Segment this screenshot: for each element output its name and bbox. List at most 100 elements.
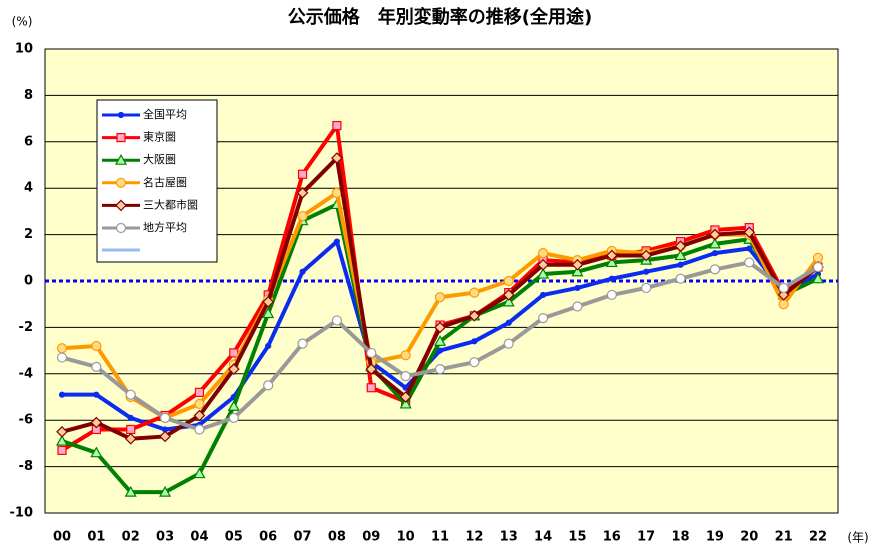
y-unit: (%) (12, 15, 33, 29)
x-tick-label: 09 (362, 530, 380, 545)
x-unit: (年) (847, 531, 868, 545)
x-tick-label: 05 (225, 530, 243, 545)
marker (296, 186, 309, 199)
marker (677, 261, 684, 268)
marker (91, 361, 102, 372)
grid (45, 48, 838, 514)
marker (159, 485, 172, 497)
marker (159, 412, 171, 423)
marker (468, 309, 481, 322)
marker (502, 295, 515, 307)
x-tick-label: 04 (190, 530, 208, 545)
marker (265, 342, 272, 350)
legend-marker (116, 133, 126, 143)
marker (605, 249, 618, 262)
marker (56, 425, 68, 438)
marker (539, 291, 547, 299)
marker (126, 424, 136, 435)
x-tick-label: 01 (87, 530, 105, 545)
marker (537, 267, 550, 279)
y-tick-label: 4 (24, 181, 33, 196)
marker (812, 261, 824, 273)
marker (57, 445, 67, 455)
y-tick-label: 8 (24, 88, 33, 103)
marker (262, 296, 275, 308)
x-tick-label: 07 (293, 530, 311, 545)
marker (709, 228, 721, 241)
legend-label: 全国平均 (143, 107, 187, 121)
marker (606, 289, 617, 301)
x-tick-label: 12 (465, 530, 483, 545)
marker (811, 272, 825, 284)
marker (299, 268, 306, 275)
marker (55, 434, 69, 446)
marker (436, 347, 444, 354)
marker (643, 268, 650, 275)
marker (537, 313, 549, 324)
y-tick-label: -6 (19, 413, 33, 428)
marker (574, 284, 581, 292)
marker (433, 335, 447, 346)
legend-label: 三大都市圏 (143, 197, 198, 211)
x-tick-label: 02 (122, 530, 140, 545)
series (55, 120, 825, 497)
marker (331, 152, 343, 164)
marker (366, 383, 376, 393)
marker (194, 398, 205, 410)
marker (366, 347, 377, 359)
marker (56, 352, 68, 363)
marker (399, 391, 412, 403)
marker (333, 238, 341, 245)
marker (572, 301, 583, 312)
marker (743, 226, 756, 239)
marker (571, 265, 584, 277)
x-tick-label: 08 (328, 530, 346, 545)
x-tick-label: 14 (534, 530, 552, 545)
marker (708, 237, 721, 249)
marker (674, 249, 687, 261)
marker (675, 273, 686, 284)
x-tick-label: 10 (397, 530, 415, 545)
y-tick-label: 10 (15, 42, 33, 57)
x-tick-label: 03 (156, 530, 174, 545)
marker (777, 289, 790, 301)
marker (228, 412, 239, 423)
marker (227, 363, 240, 376)
legend-marker (115, 199, 127, 212)
x-tick-label: 17 (637, 530, 655, 545)
marker (502, 289, 515, 301)
marker (58, 391, 66, 398)
y-tick-label: -2 (19, 320, 33, 335)
marker (505, 319, 512, 326)
x-tick-label: 18 (671, 530, 689, 545)
marker (56, 343, 68, 354)
marker (503, 275, 514, 287)
marker (640, 249, 653, 262)
legend-marker (115, 177, 127, 188)
marker (297, 169, 308, 179)
marker (812, 252, 824, 263)
y-tick-label: -4 (19, 366, 33, 381)
x-tick-label: 21 (775, 530, 793, 545)
marker (332, 120, 342, 131)
marker (434, 321, 446, 334)
marker (434, 292, 446, 303)
y-tick-label: 0 (24, 274, 33, 289)
marker (125, 389, 136, 400)
legend-label: 地方平均 (143, 220, 187, 234)
marker (227, 400, 240, 411)
marker (674, 240, 687, 253)
marker (400, 350, 411, 361)
y-tick-label: 2 (24, 227, 33, 242)
marker (365, 363, 378, 376)
marker (193, 467, 206, 479)
marker (746, 245, 753, 252)
y-tick-label: -10 (10, 506, 34, 521)
marker (90, 416, 103, 429)
x-tick-label: 19 (706, 530, 724, 545)
marker (744, 257, 755, 268)
marker (778, 299, 789, 310)
marker (641, 282, 652, 294)
legend-marker (114, 153, 128, 165)
